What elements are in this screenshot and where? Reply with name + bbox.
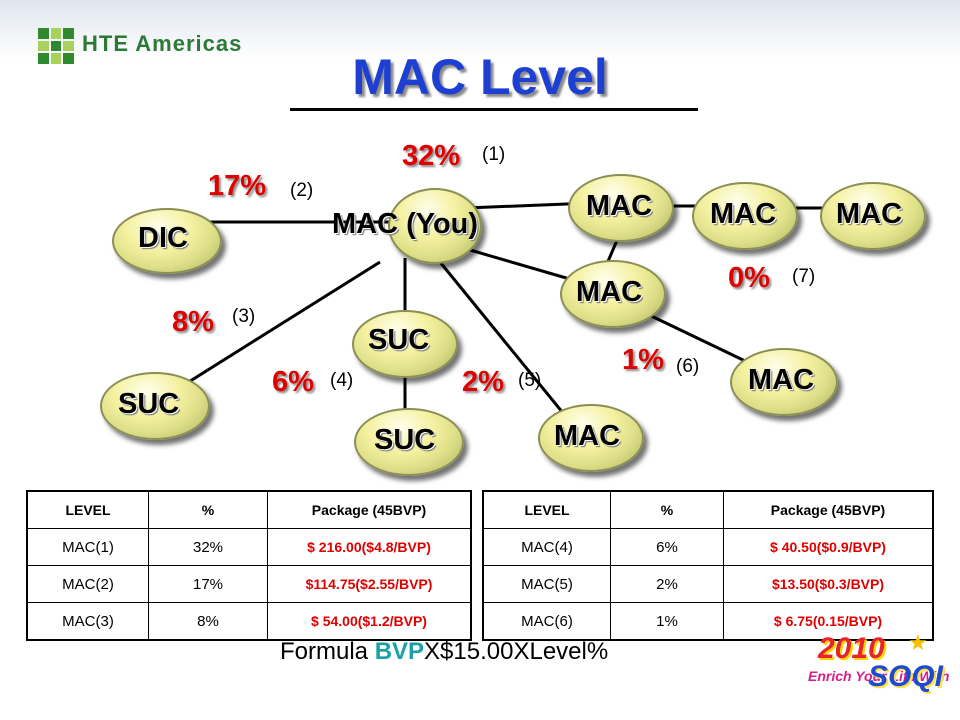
badge-year: 2010 [818,632,885,665]
cell-level: MAC(4) [482,528,611,566]
level-2-number: (2) [290,180,314,201]
col-percent: % [148,490,268,529]
level-3-percent: 8% [172,306,214,338]
badge-tagline: Enrich Your Life With [808,668,950,684]
node-mac-1a-label: MAC [586,190,653,222]
brand-name: HTE Americas [82,31,243,56]
node-mac-1b [692,182,798,250]
cell-percent: 1% [610,602,724,641]
node-mac-1c-label: MAC [836,198,903,230]
node-mac-right-label: MAC [748,364,815,396]
node-suc-mid-label: SUC [368,324,430,356]
node-mac-1b-label: MAC [710,198,777,230]
level-6-percent: 1% [622,344,664,376]
cell-package: $13.50($0.3/BVP) [723,565,934,603]
node-mac-bottom-label: MAC [554,420,621,452]
level-1-number: (1) [482,144,506,165]
node-dic-label: DIC [138,222,188,254]
level-6-number: (6) [676,356,700,377]
table-row: MAC(2) 17% $114.75($2.55/BVP) [26,565,472,603]
badge-brand: SOQI [868,660,944,693]
col-package: Package (45BVP) [723,490,934,529]
level-1-percent: 32% [402,140,461,172]
level-7-number: (7) [792,266,816,287]
cell-level: MAC(5) [482,565,611,603]
node-dic [112,208,222,274]
cell-package: $114.75($2.55/BVP) [267,565,472,603]
col-level: LEVEL [26,490,149,529]
cell-percent: 2% [610,565,724,603]
col-package: Package (45BVP) [267,490,472,529]
node-suc-bottom [354,408,464,476]
cell-package: $ 216.00($4.8/BVP) [267,528,472,566]
node-mac-1c [820,182,926,250]
cell-percent: 32% [148,528,268,566]
line-you-sucleft [159,260,381,402]
node-suc-left-label: SUC [118,388,180,420]
node-mac-7 [560,260,666,328]
level-5-percent: 2% [462,366,504,398]
col-percent: % [610,490,724,529]
cell-percent: 8% [148,602,268,641]
formula-highlight: BVP [374,638,425,665]
cell-package: $ 54.00($1.2/BVP) [267,602,472,641]
node-you-label: MAC (You) [332,208,479,240]
node-mac-1a [568,174,674,242]
table-row: MAC(4) 6% $ 40.50($0.9/BVP) [482,528,934,566]
cell-level: MAC(1) [26,528,149,566]
level-7-percent: 0% [728,262,770,294]
formula-suffix: X$15.00XLevel% [424,638,609,665]
level-4-percent: 6% [272,366,314,398]
cell-level: MAC(3) [26,602,149,641]
table-row: MAC(6) 1% $ 6.75(0.15/BVP) [482,602,934,641]
cell-percent: 17% [148,565,268,603]
col-level: LEVEL [482,490,611,529]
node-suc-bottom-label: SUC [374,424,436,456]
level-4-number: (4) [330,370,354,391]
formula-prefix: Formula [280,638,375,665]
node-mac-7-label: MAC [576,276,643,308]
cell-percent: 6% [610,528,724,566]
formula-text: Formula BVPX$15.00XLevel% [280,638,608,666]
star-icon: ★ [908,630,928,655]
title-underline [290,108,698,111]
table-row: MAC(1) 32% $ 216.00($4.8/BVP) [26,528,472,566]
table-row: MAC(3) 8% $ 54.00($1.2/BVP) [26,602,472,641]
brand-logo-icon [38,28,74,64]
level-table-right: LEVEL % Package (45BVP) MAC(4) 6% $ 40.5… [482,490,934,641]
node-suc-left [100,372,210,440]
node-mac-bottom [538,404,644,472]
node-suc-mid [352,310,458,378]
soqi-badge-logo: 2010 ★ Enrich Your Life With SOQI [808,630,949,710]
cell-level: MAC(6) [482,602,611,641]
table-row: MAC(5) 2% $13.50($0.3/BVP) [482,565,934,603]
node-you [388,188,482,264]
node-mac-right [730,348,838,416]
level-2-percent: 17% [208,170,267,202]
cell-package: $ 6.75(0.15/BVP) [723,602,934,641]
level-table-left: LEVEL % Package (45BVP) MAC(1) 32% $ 216… [26,490,472,641]
cell-level: MAC(2) [26,565,149,603]
table-header-row: LEVEL % Package (45BVP) [482,490,934,529]
level-5-number: (5) [518,370,542,391]
line-you-mac7 [469,248,581,284]
header-background [0,0,960,60]
cell-package: $ 40.50($0.9/BVP) [723,528,934,566]
level-3-number: (3) [232,306,256,327]
table-header-row: LEVEL % Package (45BVP) [26,490,472,529]
page-title: MAC Level [352,49,608,105]
